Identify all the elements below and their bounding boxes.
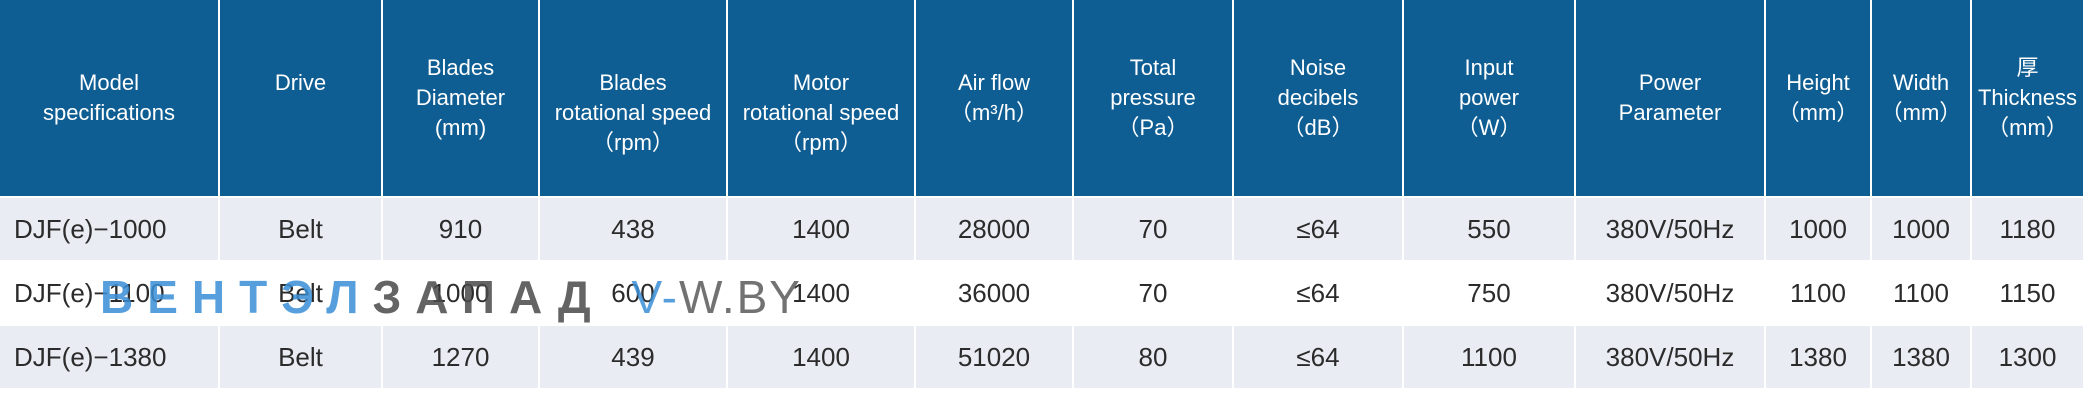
cell-blade-speed: 439 <box>540 324 728 388</box>
header-height: Height （mm） <box>1766 0 1872 196</box>
header-line: Thickness <box>1977 85 2078 110</box>
header-line: Motor <box>792 70 850 95</box>
header-width: Width （mm） <box>1872 0 1972 196</box>
header-line: （mm） <box>1777 100 1859 125</box>
header-line: Parameter <box>1618 100 1722 125</box>
cell-noise: ≤64 <box>1234 260 1404 324</box>
cell-motor-speed: 1400 <box>728 196 916 260</box>
header-row: Model specifications Drive Blades Diamet… <box>0 0 2083 196</box>
header-line: decibels <box>1277 85 1359 110</box>
table-row: DJF(e)−1380 Belt 1270 439 1400 51020 80 … <box>0 324 2083 388</box>
cell-pressure: 80 <box>1074 324 1234 388</box>
header-blade-speed: Blades rotational speed （rpm） <box>540 0 728 196</box>
cell-blade-speed: 600 <box>540 260 728 324</box>
header-line: Blades <box>426 55 495 80</box>
header-input-power: Input power （W） <box>1404 0 1576 196</box>
cell-air-flow: 28000 <box>916 196 1074 260</box>
cell-blade-speed: 438 <box>540 196 728 260</box>
header-noise: Noise decibels （dB） <box>1234 0 1404 196</box>
header-total-pressure: Total pressure （Pa） <box>1074 0 1234 196</box>
header-line: (mm) <box>434 115 487 140</box>
cell-model: DJF(e)−1000 <box>0 196 220 260</box>
header-line: rotational speed <box>742 100 900 125</box>
cell-pressure: 70 <box>1074 196 1234 260</box>
header-motor-speed: Motor rotational speed （rpm） <box>728 0 916 196</box>
table-row: DJF(e)−1100 Belt 1000 600 1400 36000 70 … <box>0 260 2083 324</box>
cell-thickness: 1150 <box>1972 260 2083 324</box>
cell-noise: ≤64 <box>1234 196 1404 260</box>
header-line: Model <box>79 70 139 95</box>
header-line: 厚 <box>2016 55 2039 80</box>
cell-power-parameter: 380V/50Hz <box>1576 324 1766 388</box>
header-line: specifications <box>42 100 176 125</box>
cell-height: 1100 <box>1766 260 1872 324</box>
header-line: Blades <box>599 70 667 95</box>
header-line: （dB） <box>1282 115 1354 140</box>
cell-input-power: 550 <box>1404 196 1576 260</box>
cell-drive: Belt <box>220 324 383 388</box>
cell-height: 1380 <box>1766 324 1872 388</box>
cell-input-power: 1100 <box>1404 324 1576 388</box>
cell-model: DJF(e)−1100 <box>0 260 220 324</box>
table-row: DJF(e)−1000 Belt 910 438 1400 28000 70 ≤… <box>0 196 2083 260</box>
cell-air-flow: 36000 <box>916 260 1074 324</box>
header-line: （mm） <box>1880 100 1962 125</box>
cell-model: DJF(e)−1380 <box>0 324 220 388</box>
cell-power-parameter: 380V/50Hz <box>1576 196 1766 260</box>
header-line: Input <box>1464 55 1514 80</box>
cell-drive: Belt <box>220 260 383 324</box>
header-line: power <box>1459 85 1519 110</box>
header-line: Total <box>1129 55 1177 80</box>
header-line: Power <box>1638 70 1702 95</box>
cell-air-flow: 51020 <box>916 324 1074 388</box>
header-line: （W） <box>1456 115 1522 140</box>
cell-thickness: 1300 <box>1972 324 2083 388</box>
cell-noise: ≤64 <box>1234 324 1404 388</box>
cell-height: 1000 <box>1766 196 1872 260</box>
cell-width: 1100 <box>1872 260 1972 324</box>
header-line: （Pa） <box>1117 115 1189 140</box>
header-line: Diameter <box>415 85 506 110</box>
cell-width: 1380 <box>1872 324 1972 388</box>
header-line: （rpm） <box>592 130 674 155</box>
header-line: Noise <box>1289 55 1347 80</box>
header-line: rotational speed <box>554 100 712 125</box>
cell-diameter: 1270 <box>383 324 540 388</box>
cell-input-power: 750 <box>1404 260 1576 324</box>
header-model: Model specifications <box>0 0 220 196</box>
header-line: Drive <box>274 70 327 95</box>
header-blade-diameter: Blades Diameter (mm) <box>383 0 540 196</box>
header-line: （rpm） <box>780 130 862 155</box>
cell-thickness: 1180 <box>1972 196 2083 260</box>
cell-power-parameter: 380V/50Hz <box>1576 260 1766 324</box>
cell-motor-speed: 1400 <box>728 324 916 388</box>
cell-motor-speed: 1400 <box>728 260 916 324</box>
cell-diameter: 910 <box>383 196 540 260</box>
header-line: （m³/h） <box>949 100 1038 125</box>
header-line: Height <box>1786 70 1850 95</box>
header-line: （mm） <box>1987 115 2068 140</box>
header-air-flow: Air flow （m³/h） <box>916 0 1074 196</box>
header-thickness: 厚 Thickness （mm） <box>1972 0 2083 196</box>
cell-width: 1000 <box>1872 196 1972 260</box>
header-power-parameter: Power Parameter <box>1576 0 1766 196</box>
header-line: Width <box>1892 70 1950 95</box>
fan-spec-table: Model specifications Drive Blades Diamet… <box>0 0 2083 388</box>
cell-drive: Belt <box>220 196 383 260</box>
header-line: pressure <box>1110 85 1196 110</box>
header-line: Air flow <box>957 70 1031 95</box>
header-drive: Drive <box>220 0 383 196</box>
cell-diameter: 1000 <box>383 260 540 324</box>
cell-pressure: 70 <box>1074 260 1234 324</box>
